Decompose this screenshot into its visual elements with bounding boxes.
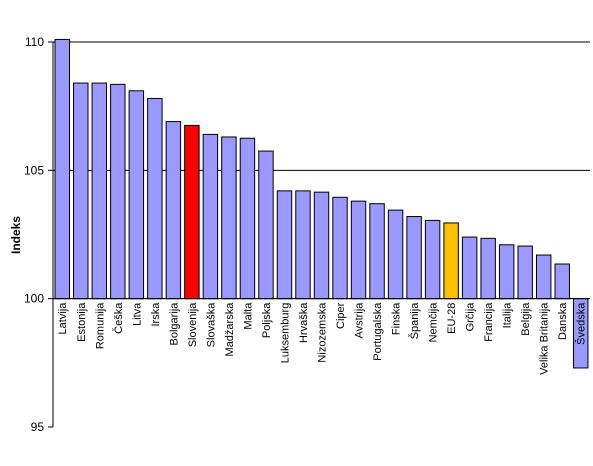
category-label: Velika Britanija [539,302,551,375]
category-label: Belgija [520,302,532,336]
category-label: Španija [408,302,421,340]
bar [369,203,385,300]
category-label: Poljska [261,302,273,338]
bar [165,121,182,300]
category-label: Malta [242,302,254,330]
category-label: Estonija [76,302,88,342]
bar [498,244,515,300]
category-label: Ciper [335,302,347,329]
category-label: Madžarska [224,302,236,357]
category-label: Luksemburg [279,303,291,364]
bar [221,136,237,300]
bar [424,219,441,300]
bar [406,216,422,300]
category-label: Italija [502,302,514,329]
category-label: Grčija [465,302,477,332]
category-label: Irska [150,302,162,327]
bar [535,254,552,300]
bar [258,150,274,300]
bar [554,263,570,300]
bar [128,90,145,300]
bar [461,236,478,300]
category-label: Slovaška [205,302,217,348]
bar [147,97,163,300]
category-label: Švedska [575,302,588,345]
bar [313,191,330,300]
bar [276,190,293,300]
bars [54,38,589,369]
bar [239,137,256,300]
bar [387,209,404,300]
category-label: Avstrija [354,302,366,339]
category-labels: Latvija Estonija Romunija Češka Litva Irska Bo… [57,302,587,375]
category-label: Romunija [94,302,106,349]
bar [91,82,108,300]
bar [73,82,89,300]
category-label: Nemčija [428,302,440,343]
bar [443,222,459,300]
bar [480,237,496,300]
bar [517,245,533,300]
category-label: Latvija [57,302,69,335]
bar [332,196,348,300]
category-label: Češka [112,302,125,334]
y-tick-label: 110 [25,35,44,49]
category-label: Bolgarija [168,302,180,346]
category-label: Finska [391,302,403,335]
category-label: Litva [131,302,143,326]
y-tick-label: 105 [24,163,44,177]
bar [202,133,219,300]
category-label: Slovenija [187,302,199,348]
category-label: Portugalska [372,302,384,361]
bar [295,190,311,300]
axes: 95 100 105 110 [24,35,590,434]
y-axis-title: Indeks [9,216,23,254]
y-tick-label: 100 [24,292,44,306]
bar [54,38,70,300]
bar [184,124,200,300]
category-label: Nizozemska [317,302,329,363]
category-label: Francija [483,302,495,342]
bar [350,200,367,300]
y-tick-label: 95 [31,420,45,434]
category-label: Hrvaška [298,302,310,343]
category-label: Danska [557,302,569,340]
category-label: EU-28 [446,303,458,334]
bar [110,83,126,300]
